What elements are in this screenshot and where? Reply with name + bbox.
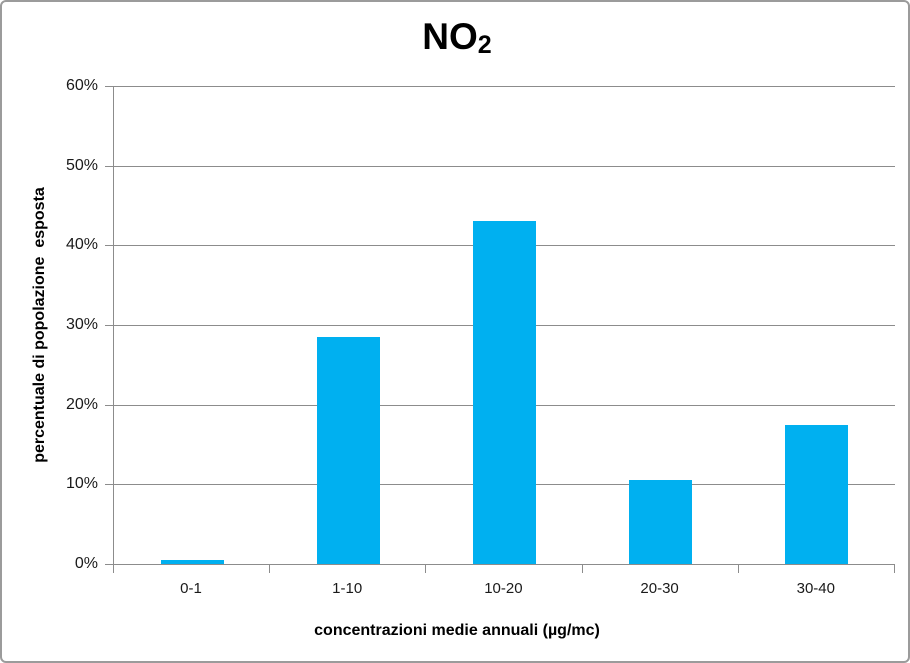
y-tick-label-60%: 60%	[65, 77, 98, 94]
x-category-label-0-1: 0-1	[180, 580, 202, 597]
x-tick-mark-1	[269, 565, 271, 573]
y-tick-mark-50%	[105, 165, 113, 167]
x-axis-title: concentrazioni medie annuali (µg/mc)	[314, 622, 600, 639]
y-tick-mark-60%	[105, 86, 113, 87]
bar-30-40	[785, 424, 849, 564]
y-tick-label-50%: 50%	[65, 156, 98, 174]
x-category-label-20-30: 20-30	[640, 580, 679, 597]
bar-20-30	[629, 480, 693, 564]
y-tick-label-30%: 30%	[65, 316, 98, 333]
x-tick-mark-3	[581, 565, 583, 573]
chart-title-text: NO	[422, 16, 478, 57]
y-tick-mark-20%	[105, 404, 113, 406]
y-tick-mark-40%	[105, 245, 113, 247]
bar-1-10	[316, 336, 380, 564]
y-tick-mark-10%	[105, 484, 113, 486]
y-tick-label-0%: 0%	[74, 555, 98, 572]
gridline-60	[114, 86, 895, 87]
y-tick-mark-0%	[105, 564, 113, 565]
chart-title: NO2	[2, 16, 908, 60]
x-tick-mark-5	[894, 565, 895, 573]
x-category-label-1-10: 1-10	[332, 580, 363, 597]
plot-area	[113, 86, 895, 565]
x-tick-mark-2	[425, 565, 427, 573]
x-category-label-30-40: 30-40	[796, 580, 835, 597]
y-tick-label-40%: 40%	[65, 236, 98, 254]
y-tick-mark-30%	[105, 325, 113, 326]
bar-0-1	[160, 560, 224, 564]
x-category-label-10-20: 10-20	[484, 580, 523, 597]
gridline-50	[114, 165, 895, 167]
chart-title-subscript: 2	[477, 31, 492, 59]
bar-10-20	[473, 221, 536, 564]
x-tick-mark-0	[113, 565, 114, 573]
x-tick-mark-4	[737, 565, 739, 573]
y-tick-label-20%: 20%	[65, 395, 98, 413]
y-tick-label-10%: 10%	[65, 475, 98, 493]
